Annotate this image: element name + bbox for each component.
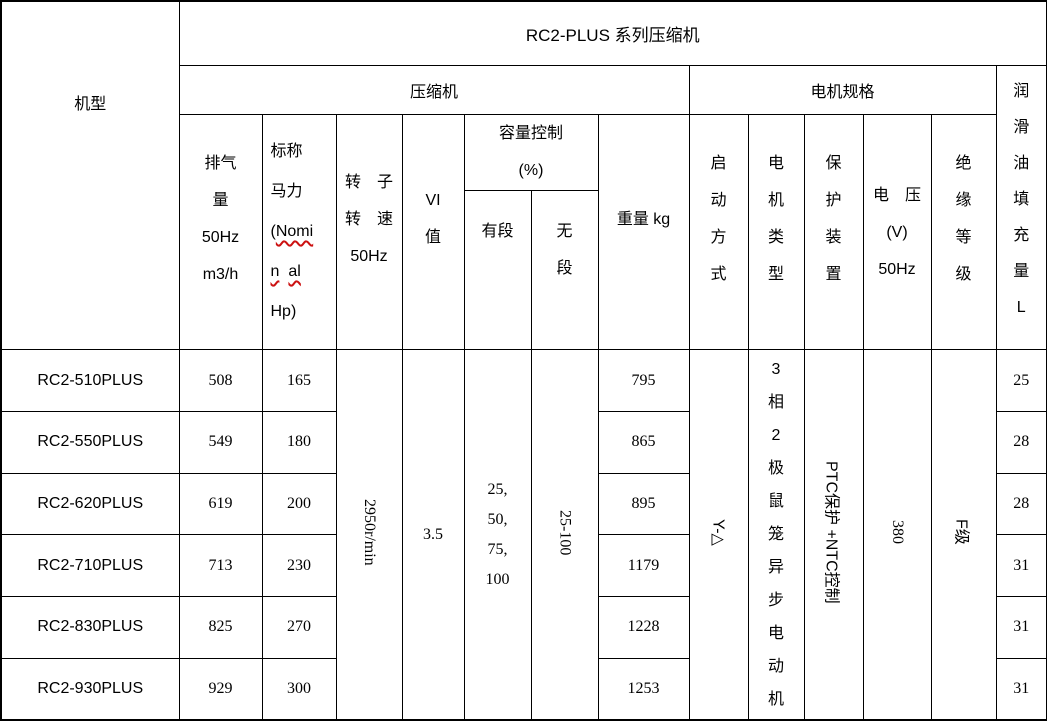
model-column-header: 机型 — [0, 0, 180, 351]
motor-type-cell: 3 相 2 极 鼠 笼 异 步 电 动 机 — [747, 349, 805, 721]
oil-cell: 25 — [995, 349, 1047, 413]
column-header-row: 排气 量 50Hz m3/h 标称 马力 (Nomi n al Hp) 转 子 转… — [1, 113, 1047, 351]
data-row: RC2-930PLUS 929 300 1253 31 — [0, 657, 1047, 721]
protection-cell: PTC保护 +NTC控制 — [803, 349, 864, 721]
hp-cell: 270 — [261, 596, 337, 659]
voltage-cell: 380 — [862, 349, 932, 721]
compressor-group-header: 压缩机 — [178, 65, 690, 115]
col-header-stepless: 无 段 — [530, 189, 599, 351]
nominal-hp-line: 标称 — [270, 143, 303, 161]
col-header-displacement: 排气 量 50Hz m3/h — [178, 113, 263, 351]
weight-cell: 1179 — [597, 534, 690, 598]
displacement-cell: 549 — [178, 411, 263, 474]
model-cell: RC2-620PLUS — [0, 472, 180, 536]
col-header-rotor-speed: 转 子 转 速 50Hz — [335, 113, 403, 351]
col-header-weight: 重量 kg — [597, 113, 690, 351]
weight-cell: 1228 — [597, 596, 690, 659]
protection-value: PTC保护 +NTC控制 — [822, 460, 840, 604]
data-row: RC2-550PLUS 549 180 865 28 — [0, 411, 1047, 474]
hp-cell: 165 — [261, 349, 337, 413]
model-cell: RC2-930PLUS — [0, 657, 180, 721]
rotor-speed-value-cell: 2950r/min — [335, 349, 403, 721]
model-cell: RC2-710PLUS — [0, 534, 180, 598]
col-header-motor-type: 电 机 类 型 — [747, 113, 805, 351]
data-row: RC2-620PLUS 619 200 895 28 — [0, 472, 1047, 536]
col-header-capacity-control: 容量控制 (%) — [463, 113, 599, 191]
displacement-cell: 619 — [178, 472, 263, 536]
vi-value-cell: 3.5 — [401, 349, 465, 721]
displacement-cell: 508 — [178, 349, 263, 413]
displacement-cell: 825 — [178, 596, 263, 659]
voltage-value: 380 — [889, 520, 906, 545]
col-header-protection: 保 护 装 置 — [803, 113, 864, 351]
motor-spec-group-header: 电机规格 — [688, 65, 997, 115]
insulation-value: F级 — [952, 519, 970, 546]
data-row: RC2-710PLUS 713 230 1179 31 — [0, 534, 1047, 598]
page-title: RC2-PLUS 系列压缩机 — [178, 0, 1047, 67]
col-header-stepped: 有段 — [463, 189, 532, 351]
oil-cell: 31 — [995, 534, 1047, 598]
weight-cell: 895 — [597, 472, 690, 536]
data-row: RC2-510PLUS 508 165 2950r/min 3.5 25, 50… — [0, 349, 1047, 721]
oil-cell: 28 — [995, 411, 1047, 474]
nominal-hp-line: 马力 — [270, 183, 303, 201]
rotor-speed-value: 2950r/min — [361, 498, 378, 566]
col-header-insulation: 绝 缘 等 级 — [930, 113, 997, 351]
nominal-hp-line: (Nomi — [270, 223, 314, 241]
weight-cell: 1253 — [597, 657, 690, 721]
start-mode-cell: Y-△ — [688, 349, 749, 721]
oil-cell: 28 — [995, 472, 1047, 536]
hp-cell: 200 — [261, 472, 337, 536]
spellcheck-word: al — [288, 263, 301, 281]
col-header-vi: VI 值 — [401, 113, 465, 351]
group-header-row: 压缩机 电机规格 润 滑 油 填 充 量 L — [1, 65, 1047, 351]
lubricant-column-header: 润 滑 油 填 充 量 L — [995, 65, 1047, 351]
stepless-range-value: 25-100 — [556, 509, 574, 555]
hp-cell: 180 — [261, 411, 337, 474]
capacity-subheader-row: 有段 无 段 — [1, 189, 1047, 351]
nominal-hp-line: n al — [271, 252, 336, 292]
data-row: RC2-830PLUS 825 270 1228 31 — [0, 596, 1047, 659]
oil-cell: 31 — [995, 657, 1047, 721]
model-cell: RC2-550PLUS — [0, 411, 180, 474]
col-header-start-mode: 启 动 方 式 — [688, 113, 749, 351]
stepped-values-cell: 25, 50, 75, 100 — [463, 349, 532, 721]
model-cell: RC2-510PLUS — [0, 349, 180, 413]
hp-cell: 300 — [261, 657, 337, 721]
model-cell: RC2-830PLUS — [0, 596, 180, 659]
start-mode-value: Y-△ — [709, 518, 727, 546]
oil-cell: 31 — [995, 596, 1047, 659]
displacement-cell: 929 — [178, 657, 263, 721]
spellcheck-word: n — [270, 263, 280, 281]
col-header-nominal-hp: 标称 马力 (Nomi n al Hp) — [261, 113, 337, 351]
displacement-cell: 713 — [178, 534, 263, 598]
hp-cell: 230 — [261, 534, 337, 598]
weight-cell: 795 — [597, 349, 690, 413]
nominal-hp-line: Hp) — [270, 303, 297, 321]
col-header-voltage: 电 压 (V) 50Hz — [862, 113, 932, 351]
insulation-cell: F级 — [930, 349, 997, 721]
title-row: 机型 RC2-PLUS 系列压缩机 — [0, 0, 1047, 351]
weight-cell: 865 — [597, 411, 690, 474]
spellcheck-word: Nomi — [275, 223, 314, 241]
stepless-range-cell: 25-100 — [530, 349, 599, 721]
